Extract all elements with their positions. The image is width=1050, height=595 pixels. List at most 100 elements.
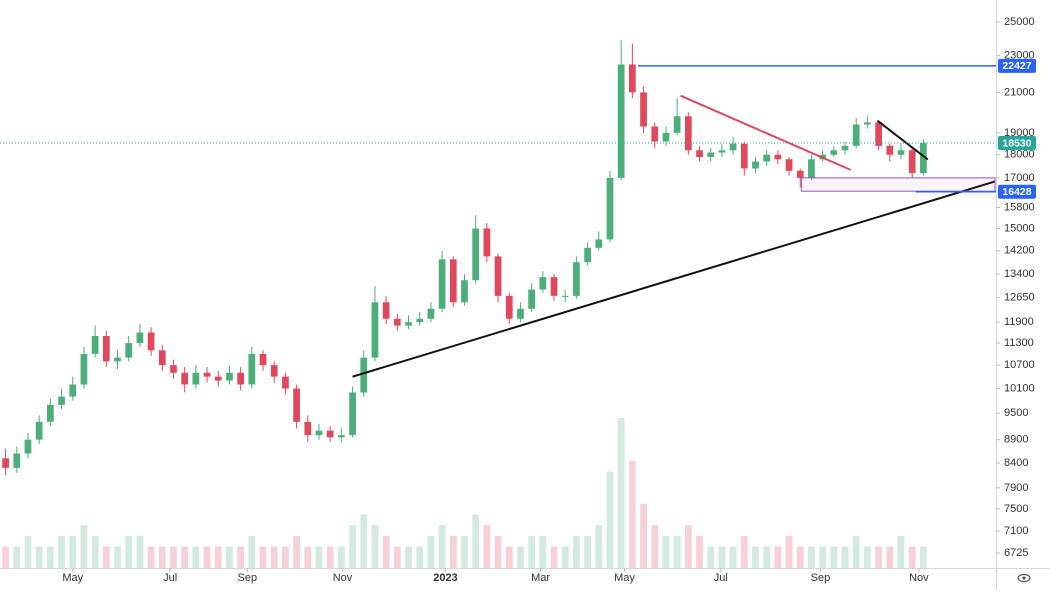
candle-body — [718, 150, 726, 153]
volume-bar — [561, 546, 569, 568]
candle-body — [662, 132, 670, 142]
candle-body — [517, 308, 524, 319]
candle-body — [360, 357, 368, 393]
candle-body — [617, 64, 625, 178]
volume-bar — [158, 546, 166, 568]
candle-body — [338, 435, 345, 438]
volume-bar — [864, 546, 871, 568]
candle-body — [114, 357, 121, 362]
price-label: 16428 — [1002, 186, 1031, 198]
x-tick-label: Jul — [714, 572, 728, 584]
volume-bar — [80, 525, 88, 568]
volume-bar — [248, 535, 256, 568]
volume-bar — [852, 535, 860, 568]
y-tick-label: 18000 — [1004, 149, 1035, 161]
volume-bar — [550, 546, 558, 568]
candle-body — [349, 392, 356, 436]
volume-bar — [293, 535, 300, 568]
y-tick-label: 14200 — [1004, 245, 1035, 257]
candle-body — [382, 302, 390, 319]
volume-bar — [427, 535, 435, 568]
volume-bar — [483, 525, 491, 568]
candle-body — [908, 150, 916, 174]
y-tick-label: 13400 — [1004, 268, 1035, 280]
candle-body — [393, 318, 401, 326]
volume-bar — [338, 546, 345, 568]
volume-bar — [270, 546, 278, 568]
volume-bar — [2, 546, 9, 568]
candle-body — [584, 247, 591, 263]
volume-bar — [729, 546, 737, 568]
candle-body — [561, 295, 569, 297]
volume-bar — [673, 535, 681, 568]
candle-body — [91, 335, 99, 354]
volume-bar — [461, 535, 468, 568]
y-tick-label: 7900 — [1004, 482, 1028, 494]
candle-body — [707, 152, 715, 158]
volume-bar — [584, 535, 591, 568]
candle-body — [371, 302, 379, 358]
candle-body — [651, 126, 659, 142]
candle-body — [192, 372, 200, 385]
volume-bar — [774, 546, 782, 568]
candle-body — [158, 350, 166, 366]
volume-bar — [573, 535, 580, 568]
candle-body — [897, 150, 905, 155]
candle-body — [102, 335, 110, 362]
volume-bar — [617, 418, 625, 568]
candle-body — [226, 372, 233, 381]
volume-bar — [416, 546, 424, 568]
volume-bar — [393, 546, 401, 568]
volume-bar — [785, 535, 793, 568]
volume-bar — [304, 546, 312, 568]
volume-bar — [226, 546, 233, 568]
trend-line — [876, 119, 929, 161]
y-tick-label: 11900 — [1004, 316, 1034, 328]
candle-body — [203, 372, 211, 377]
volume-bar — [606, 471, 614, 568]
volume-bar — [763, 546, 771, 568]
candle-body — [606, 177, 614, 240]
candle-body — [438, 259, 446, 309]
candle-body — [595, 239, 603, 248]
candle-body — [315, 430, 323, 436]
volume-bar — [24, 535, 32, 568]
volume-bar — [908, 546, 916, 568]
volume-bar — [349, 525, 356, 568]
y-tick-label: 21000 — [1004, 86, 1035, 98]
candle-body — [181, 372, 189, 385]
volume-bar — [405, 546, 412, 568]
price-label-box — [998, 184, 1036, 199]
x-tick-label: Jul — [163, 572, 177, 584]
volume-bar — [449, 535, 457, 568]
price-label-box — [998, 58, 1036, 73]
volume-bar — [69, 535, 77, 568]
candle-body — [170, 365, 177, 373]
volume-bar — [539, 535, 547, 568]
candle-body — [58, 396, 65, 405]
candle-body — [449, 259, 457, 303]
y-tick-label: 15000 — [1004, 222, 1035, 234]
candle-body — [852, 124, 860, 146]
volume-bar — [438, 525, 446, 568]
volume-bar — [595, 525, 603, 568]
candle-body — [696, 150, 703, 158]
volume-bar — [886, 546, 894, 568]
candle-body — [270, 365, 278, 377]
candle-body — [808, 159, 815, 178]
volume-bar — [259, 546, 267, 568]
candle-body — [629, 64, 636, 93]
eye-pupil — [1022, 576, 1026, 580]
y-tick-label: 7500 — [1004, 503, 1028, 515]
y-tick-label: 19000 — [1004, 127, 1035, 139]
y-tick-label: 25000 — [1004, 16, 1035, 28]
settings-eye-icon[interactable] — [1017, 573, 1031, 583]
candle-body — [539, 277, 547, 290]
volume-bar — [47, 546, 54, 568]
candle-body — [47, 404, 54, 422]
volume-bar — [808, 546, 815, 568]
x-tick-label: 2023 — [433, 572, 457, 584]
volume-bar — [875, 546, 882, 568]
y-tick-label: 10100 — [1004, 382, 1035, 394]
